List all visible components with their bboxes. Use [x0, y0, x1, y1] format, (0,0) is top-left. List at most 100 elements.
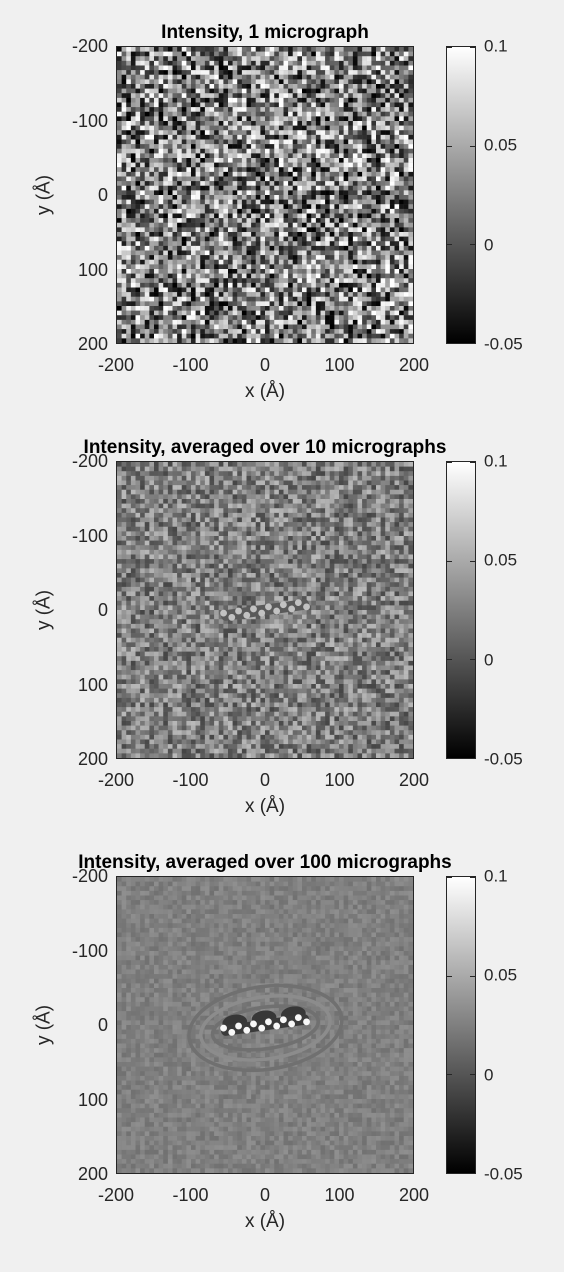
heatmap-cell [274, 61, 279, 66]
heatmap-cell [200, 227, 205, 232]
heatmap-cell [311, 98, 316, 103]
y-tick-label: 0 [98, 186, 108, 204]
heatmap-cell [395, 223, 400, 228]
heatmap-cell [344, 227, 349, 232]
heatmap-cell [247, 116, 252, 121]
heatmap-cell [122, 167, 127, 172]
heatmap-cell [358, 494, 363, 499]
heatmap-cell [297, 274, 302, 279]
heatmap-cell [210, 79, 215, 84]
heatmap-cell [145, 52, 150, 57]
heatmap-cell [395, 288, 400, 293]
heatmap-cell [325, 140, 330, 145]
heatmap-cell [353, 209, 358, 214]
heatmap-cell [358, 186, 363, 191]
heatmap-cell [154, 241, 159, 246]
heatmap-cell [408, 513, 413, 518]
heatmap-cell [404, 311, 409, 316]
heatmap-cell [408, 329, 413, 334]
heatmap-cell [321, 246, 326, 251]
heatmap-cell [140, 52, 145, 57]
heatmap-cell [168, 260, 173, 265]
heatmap-cell [344, 301, 349, 306]
heatmap-cell [159, 227, 164, 232]
colorbar-tick-mark [470, 244, 475, 245]
heatmap-cell [371, 292, 376, 297]
heatmap-cell [136, 513, 141, 518]
heatmap-cell [260, 301, 265, 306]
heatmap-cell [223, 269, 228, 274]
heatmap-cell [302, 214, 307, 219]
heatmap-cell [311, 56, 316, 61]
heatmap-cell [390, 121, 395, 126]
heatmap-cell [297, 471, 302, 476]
heatmap-cell [325, 269, 330, 274]
heatmap-cell [154, 103, 159, 108]
heatmap-cell [344, 84, 349, 89]
heatmap-cell [210, 297, 215, 302]
heatmap-cell [205, 476, 210, 481]
heatmap-cell [358, 61, 363, 66]
heatmap-cell [353, 241, 358, 246]
heatmap-cell [237, 144, 242, 149]
heatmap-cell [330, 214, 335, 219]
heatmap-cell [399, 485, 404, 490]
heatmap-cell [159, 47, 164, 52]
heatmap-cell [362, 292, 367, 297]
heatmap-cell [168, 93, 173, 98]
heatmap-cell [182, 149, 187, 154]
heatmap-cell [186, 56, 191, 61]
heatmap-cell [404, 47, 409, 52]
heatmap-cell [251, 218, 256, 223]
heatmap-cell [233, 522, 238, 527]
heatmap-cell [247, 513, 252, 518]
heatmap-cell [302, 98, 307, 103]
heatmap-cell [140, 481, 145, 486]
heatmap-cell [154, 288, 159, 293]
heatmap-cell [362, 195, 367, 200]
heatmap-cell [381, 66, 386, 71]
heatmap-cell [362, 232, 367, 237]
heatmap-cell [325, 325, 330, 330]
heatmap-cell [154, 52, 159, 57]
heatmap-cell [367, 52, 372, 57]
heatmap-cell [205, 462, 210, 467]
heatmap-cell [154, 98, 159, 103]
heatmap-cell [117, 190, 122, 195]
heatmap-cell [385, 467, 390, 472]
heatmap-cell [154, 490, 159, 495]
heatmap-cell [126, 504, 131, 509]
heatmap-cell [260, 251, 265, 256]
heatmap-cell [367, 186, 372, 191]
heatmap-cell [122, 61, 127, 66]
heatmap-cell [131, 283, 136, 288]
heatmap-cell [395, 499, 400, 504]
heatmap-cell [200, 200, 205, 205]
heatmap-cell [408, 84, 413, 89]
heatmap-cell [339, 467, 344, 472]
heatmap-cell [233, 232, 238, 237]
heatmap-cell [288, 274, 293, 279]
heatmap-cell [385, 246, 390, 251]
heatmap-cell [173, 140, 178, 145]
heatmap-cell [344, 260, 349, 265]
heatmap-cell [265, 311, 270, 316]
heatmap-cell [177, 103, 182, 108]
heatmap-cell [149, 70, 154, 75]
heatmap-cell [311, 121, 316, 126]
heatmap-cell [362, 214, 367, 219]
heatmap-cell [191, 329, 196, 334]
heatmap-cell [362, 462, 367, 467]
heatmap-cell [173, 107, 178, 112]
heatmap-cell [159, 522, 164, 527]
heatmap-cell [186, 223, 191, 228]
heatmap-cell [385, 144, 390, 149]
heatmap-cell [228, 47, 233, 52]
heatmap-cell [265, 264, 270, 269]
heatmap-cell [408, 89, 413, 94]
heatmap-cell [270, 292, 275, 297]
heatmap-cell [302, 52, 307, 57]
heatmap-cell [358, 260, 363, 265]
heatmap-cell [163, 504, 168, 509]
heatmap-cell [279, 490, 284, 495]
